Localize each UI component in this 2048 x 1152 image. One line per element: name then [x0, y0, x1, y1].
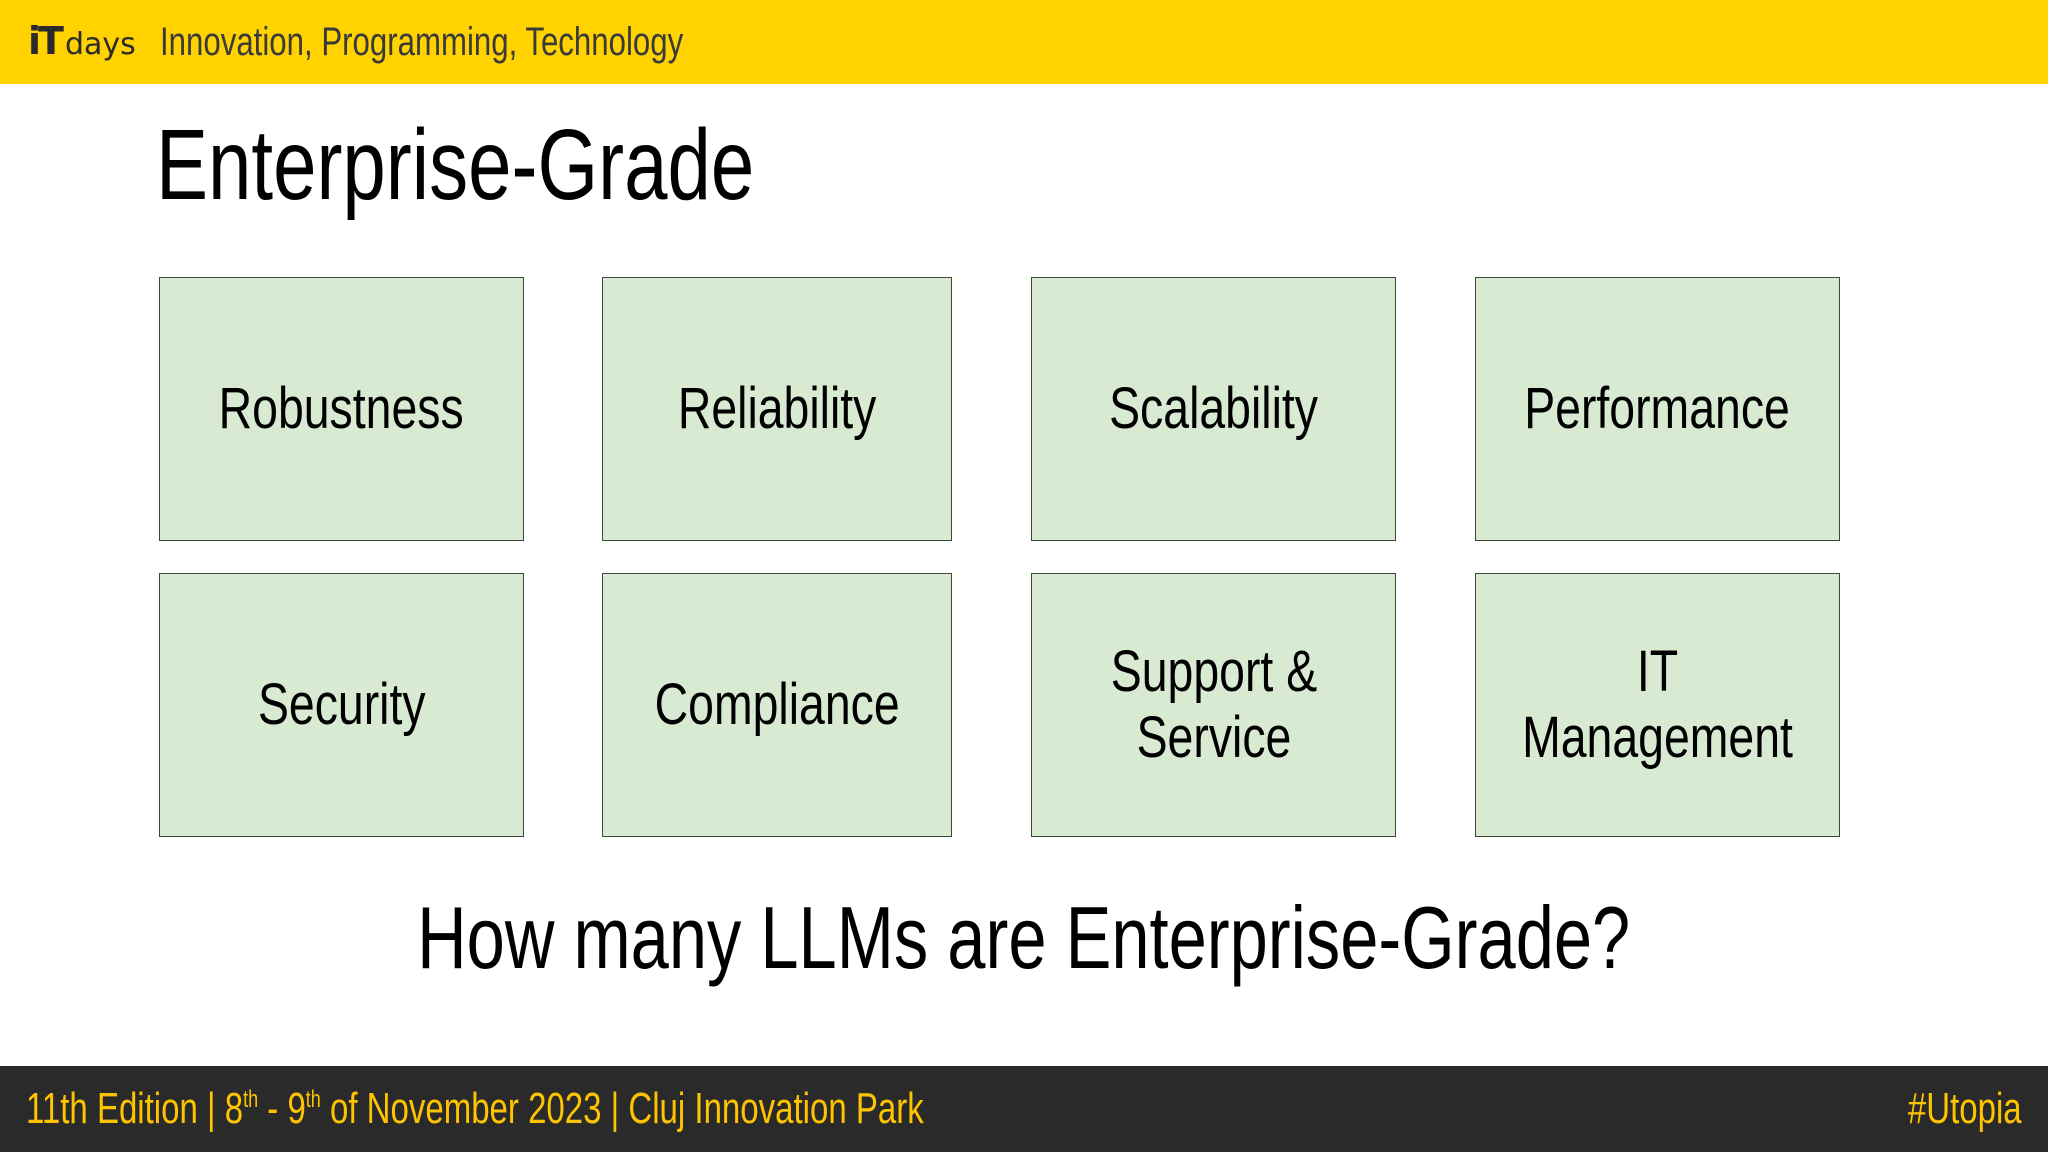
footer-bar: 11th Edition | 8th - 9th of November 202… — [0, 1066, 2048, 1152]
box-label: IT Management — [1522, 639, 1793, 770]
box-label: Security — [257, 672, 426, 737]
box-label: Scalability — [1109, 376, 1318, 441]
box-label: Compliance — [654, 672, 900, 737]
footer-dash: - 9 — [258, 1084, 306, 1133]
box-scalability: Scalability — [1031, 277, 1396, 541]
box-label: Reliability — [677, 376, 877, 441]
footer-event-info: 11th Edition | 8th - 9th of November 202… — [26, 1066, 924, 1152]
footer-date-location: of November 2023 | Cluj Innovation Park — [320, 1084, 924, 1133]
box-label: Robustness — [218, 376, 465, 441]
footer-sup-2: th — [305, 1086, 321, 1113]
box-performance: Performance — [1475, 277, 1840, 541]
box-robustness: Robustness — [159, 277, 524, 541]
box-support-service: Support & Service — [1031, 573, 1396, 837]
question-text-inner: How many LLMs are Enterprise-Grade? — [417, 888, 1631, 987]
logo-it-text: iT — [28, 19, 64, 63]
header-bar: iT days Innovation, Programming, Technol… — [0, 0, 2048, 84]
footer-edition: 11th Edition | 8 — [26, 1084, 244, 1133]
box-it-management: IT Management — [1475, 573, 1840, 837]
footer-hashtag: #Utopia — [1908, 1084, 2022, 1133]
logo-days-text: days — [64, 27, 136, 62]
footer-sup-1: th — [243, 1086, 259, 1113]
box-label: Support & Service — [1110, 639, 1317, 770]
box-label: Performance — [1524, 376, 1791, 441]
box-reliability: Reliability — [602, 277, 952, 541]
itdays-logo: iT days — [28, 16, 136, 66]
box-security: Security — [159, 573, 524, 837]
slide-title: Enterprise-Grade — [156, 109, 755, 221]
header-tagline: Innovation, Programming, Technology — [160, 20, 684, 64]
question-text: How many LLMs are Enterprise-Grade? — [0, 888, 2048, 988]
box-compliance: Compliance — [602, 573, 952, 837]
